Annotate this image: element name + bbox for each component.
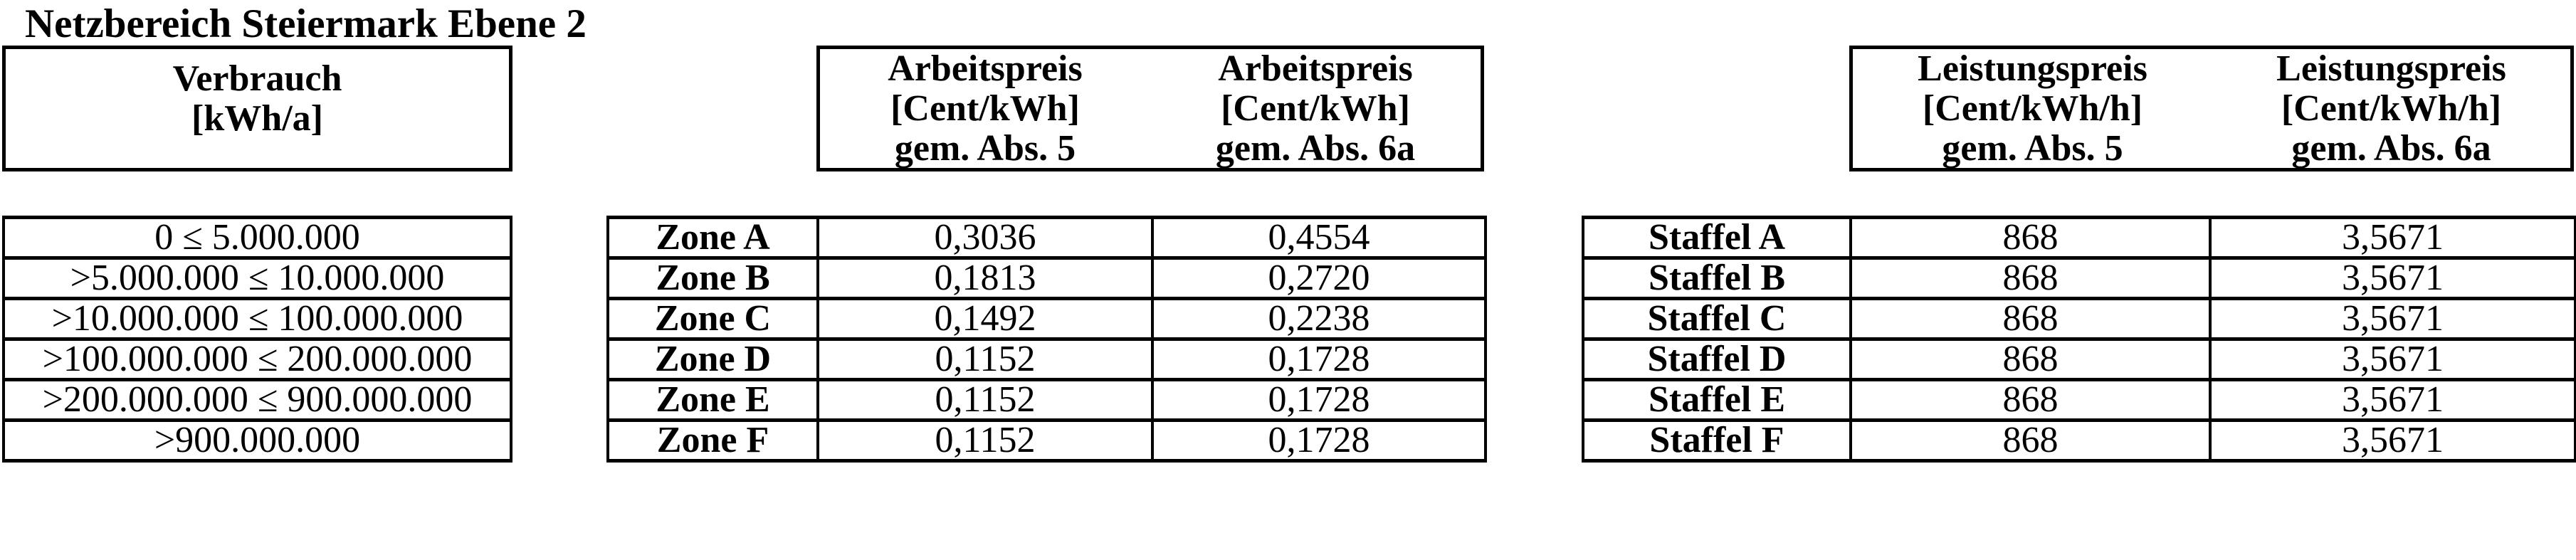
- leistungspreis-abs5-header: Leistungspreis [Cent/kWh/h] gem. Abs. 5: [1853, 48, 2212, 169]
- abs5-value-cell: 868: [1849, 297, 2212, 341]
- verbrauch-header-line-1: Verbrauch: [172, 58, 342, 99]
- table-row: Zone B 0,1813 0,2720: [606, 256, 1487, 300]
- abs6a-value-cell: 0,1728: [1151, 378, 1487, 422]
- zone-label-cell: Zone B: [606, 256, 819, 300]
- consumption-table: 0 ≤ 5.000.000 >5.000.000 ≤ 10.000.000 >1…: [2, 216, 512, 463]
- zone-label-cell: Zone F: [606, 418, 819, 463]
- page-title: Netzbereich Steiermark Ebene 2: [25, 1, 587, 46]
- abs6a-value-cell: 3,5671: [2209, 256, 2576, 300]
- abs5-value-cell: 868: [1849, 418, 2212, 463]
- zone-label-cell: Zone E: [606, 378, 819, 422]
- table-row: 0 ≤ 5.000.000: [2, 216, 512, 260]
- abs5-value-cell: 0,1492: [816, 297, 1154, 341]
- zone-label-cell: Zone D: [606, 337, 819, 381]
- header-line: Arbeitspreis: [888, 48, 1083, 89]
- abs5-value-cell: 868: [1849, 216, 2212, 260]
- table-row: >5.000.000 ≤ 10.000.000: [2, 256, 512, 300]
- table-row: >900.000.000: [2, 418, 512, 463]
- abs5-value-cell: 0,1152: [816, 337, 1154, 381]
- abs5-value-cell: 0,1813: [816, 256, 1154, 300]
- header-line: [Cent/kWh/h]: [1922, 88, 2143, 129]
- abs5-value-cell: 868: [1849, 256, 2212, 300]
- consumption-range-cell: >900.000.000: [2, 418, 512, 463]
- abs6a-value-cell: 3,5671: [2209, 337, 2576, 381]
- abs5-value-cell: 0,1152: [816, 418, 1154, 463]
- abs5-value-cell: 0,3036: [816, 216, 1154, 260]
- abs6a-value-cell: 3,5671: [2209, 297, 2576, 341]
- header-line: gem. Abs. 6a: [2291, 127, 2491, 169]
- staffel-label-cell: Staffel E: [1582, 378, 1852, 422]
- abs6a-value-cell: 3,5671: [2209, 418, 2576, 463]
- arbeitspreis-header-box: Arbeitspreis [Cent/kWh] gem. Abs. 5 Arbe…: [816, 46, 1484, 171]
- table-row: Zone C 0,1492 0,2238: [606, 297, 1487, 341]
- header-line: gem. Abs. 6a: [1215, 127, 1416, 169]
- table-row: >200.000.000 ≤ 900.000.000: [2, 378, 512, 422]
- header-line: Leistungspreis: [2276, 48, 2506, 89]
- arbeitspreis-abs5-header: Arbeitspreis [Cent/kWh] gem. Abs. 5: [820, 48, 1150, 169]
- abs6a-value-cell: 0,4554: [1151, 216, 1487, 260]
- header-line: [Cent/kWh]: [1221, 88, 1410, 129]
- table-row: Zone E 0,1152 0,1728: [606, 378, 1487, 422]
- staffel-label-cell: Staffel F: [1582, 418, 1852, 463]
- table-row: Staffel E 868 3,5671: [1582, 378, 2576, 422]
- table-row: Zone A 0,3036 0,4554: [606, 216, 1487, 260]
- leistungspreis-abs6a-header: Leistungspreis [Cent/kWh/h] gem. Abs. 6a: [2212, 48, 2570, 169]
- table-row: Zone D 0,1152 0,1728: [606, 337, 1487, 381]
- abs6a-value-cell: 0,2720: [1151, 256, 1487, 300]
- table-row: Zone F 0,1152 0,1728: [606, 418, 1487, 463]
- staffel-label-cell: Staffel D: [1582, 337, 1852, 381]
- table-row: Staffel F 868 3,5671: [1582, 418, 2576, 463]
- abs5-value-cell: 868: [1849, 337, 2212, 381]
- header-line: gem. Abs. 5: [1942, 127, 2123, 169]
- staffel-label-cell: Staffel B: [1582, 256, 1852, 300]
- header-line: [Cent/kWh]: [890, 88, 1080, 129]
- zone-label-cell: Zone A: [606, 216, 819, 260]
- table-row: >100.000.000 ≤ 200.000.000: [2, 337, 512, 381]
- abs6a-value-cell: 0,1728: [1151, 337, 1487, 381]
- table-row: Staffel B 868 3,5671: [1582, 256, 2576, 300]
- consumption-range-cell: >200.000.000 ≤ 900.000.000: [2, 378, 512, 422]
- staffel-label-cell: Staffel C: [1582, 297, 1852, 341]
- zone-label-cell: Zone C: [606, 297, 819, 341]
- verbrauch-header-box: Verbrauch [kWh/a]: [2, 46, 512, 171]
- consumption-range-cell: >5.000.000 ≤ 10.000.000: [2, 256, 512, 300]
- table-row: Staffel D 868 3,5671: [1582, 337, 2576, 381]
- abs5-value-cell: 0,1152: [816, 378, 1154, 422]
- table-row: Staffel A 868 3,5671: [1582, 216, 2576, 260]
- leistungspreis-table: Staffel A 868 3,5671 Staffel B 868 3,567…: [1582, 216, 2576, 463]
- verbrauch-header-line-2: [kWh/a]: [191, 98, 323, 139]
- consumption-range-cell: >10.000.000 ≤ 100.000.000: [2, 297, 512, 341]
- arbeitspreis-abs6a-header: Arbeitspreis [Cent/kWh] gem. Abs. 6a: [1150, 48, 1481, 169]
- consumption-range-cell: 0 ≤ 5.000.000: [2, 216, 512, 260]
- table-row: >10.000.000 ≤ 100.000.000: [2, 297, 512, 341]
- arbeitspreis-table: Zone A 0,3036 0,4554 Zone B 0,1813 0,272…: [606, 216, 1487, 463]
- table-row: Staffel C 868 3,5671: [1582, 297, 2576, 341]
- abs6a-value-cell: 3,5671: [2209, 378, 2576, 422]
- header-line: Leistungspreis: [1918, 48, 2147, 89]
- abs5-value-cell: 868: [1849, 378, 2212, 422]
- staffel-label-cell: Staffel A: [1582, 216, 1852, 260]
- consumption-range-cell: >100.000.000 ≤ 200.000.000: [2, 337, 512, 381]
- leistungspreis-header-box: Leistungspreis [Cent/kWh/h] gem. Abs. 5 …: [1849, 46, 2574, 171]
- abs6a-value-cell: 0,1728: [1151, 418, 1487, 463]
- abs6a-value-cell: 0,2238: [1151, 297, 1487, 341]
- header-line: Arbeitspreis: [1218, 48, 1413, 89]
- header-line: gem. Abs. 5: [894, 127, 1076, 169]
- header-line: [Cent/kWh/h]: [2281, 88, 2502, 129]
- abs6a-value-cell: 3,5671: [2209, 216, 2576, 260]
